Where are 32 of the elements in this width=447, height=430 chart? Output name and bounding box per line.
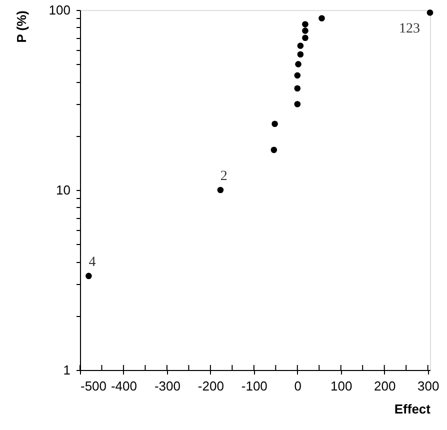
point <box>297 51 304 58</box>
point <box>294 85 301 92</box>
x-tick-label: -300 <box>154 378 180 394</box>
y-tick-label: 100 <box>48 2 70 18</box>
point <box>270 146 278 154</box>
x-tick-label: -200 <box>198 378 224 394</box>
point <box>302 28 308 34</box>
x-tick-label: -500 <box>80 378 107 394</box>
y-tick-label: 1 <box>63 362 70 378</box>
x-tick-label: 100 <box>330 378 352 394</box>
annotation: 4 <box>88 254 96 270</box>
x-tick-label: 0 <box>294 378 302 394</box>
point <box>295 61 302 68</box>
point <box>294 72 301 79</box>
x-axis-title: Effect <box>394 402 432 416</box>
x-tick-label: -100 <box>241 378 268 394</box>
y-tick-label: 10 <box>56 182 70 198</box>
point <box>302 34 308 42</box>
annotation: 2 <box>220 169 228 184</box>
point <box>86 272 92 280</box>
annotation: 123 <box>399 22 420 37</box>
y-axis-title: P (%) <box>14 10 29 43</box>
point <box>318 15 325 22</box>
point <box>217 186 224 194</box>
point <box>294 100 301 108</box>
x-tick-label: -400 <box>110 378 137 394</box>
x-tick-label: 300 <box>417 378 440 394</box>
point <box>297 42 304 49</box>
point <box>272 120 278 128</box>
x-tick-label: 200 <box>374 378 396 394</box>
point <box>302 21 308 28</box>
point <box>426 9 434 16</box>
